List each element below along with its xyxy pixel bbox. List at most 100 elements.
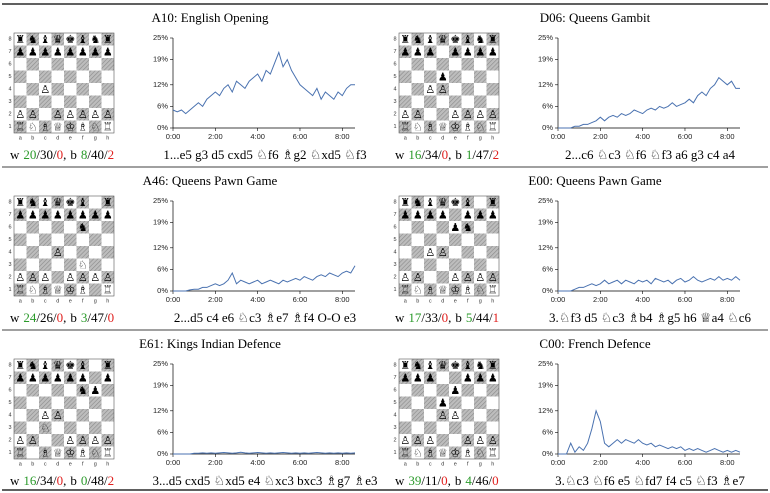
chess-piece: ♚ — [65, 196, 75, 209]
square — [14, 58, 27, 71]
square — [39, 58, 52, 71]
rank-label: 7 — [8, 49, 11, 55]
square — [461, 421, 474, 434]
rank-label: 6 — [8, 225, 11, 231]
square — [39, 233, 52, 246]
file-label: d — [56, 298, 59, 304]
chart-title: A46: Queens Pawn Game — [143, 173, 278, 188]
chess-piece: ♙ — [488, 271, 498, 284]
square — [436, 33, 449, 46]
chess-piece: ♚ — [65, 359, 75, 372]
rank-label: 7 — [393, 375, 396, 381]
loss-count: 0 — [441, 473, 448, 488]
square — [474, 409, 487, 422]
rank-label: 1 — [393, 450, 396, 456]
square — [39, 208, 52, 221]
square — [51, 120, 64, 133]
square — [26, 83, 39, 96]
file-label: e — [69, 461, 72, 467]
square — [411, 258, 424, 271]
file-label: f — [82, 298, 84, 304]
square — [89, 359, 102, 372]
y-tick-label: 12% — [538, 243, 553, 252]
chess-piece: ♙ — [450, 409, 460, 422]
chess-piece: ♙ — [65, 434, 75, 447]
file-label: h — [491, 135, 494, 141]
side-label: b — [70, 473, 77, 488]
x-tick-label: 0:00 — [166, 295, 181, 304]
move-sequence: 2...d5 c4 e6 ♘c3 ♗e7 ♗f4 O-O e3 — [174, 310, 356, 325]
y-tick-label: 6% — [542, 427, 553, 436]
draw-count: 30 — [40, 147, 53, 162]
chess-piece: ♙ — [463, 271, 473, 284]
chess-piece: ♟ — [475, 45, 485, 58]
square — [474, 283, 487, 296]
square — [436, 396, 449, 409]
square — [101, 359, 114, 372]
chess-piece: ♘ — [90, 120, 100, 133]
square — [26, 233, 39, 246]
square — [436, 371, 449, 384]
square — [101, 396, 114, 409]
chess-piece: ♟ — [90, 384, 100, 397]
square — [89, 58, 102, 71]
square — [424, 258, 437, 271]
chess-piece: ♙ — [15, 271, 25, 284]
square — [89, 233, 102, 246]
chess-piece: ♟ — [413, 208, 423, 221]
rank-label: 2 — [393, 275, 396, 281]
y-tick-label: 0% — [542, 286, 553, 295]
y-tick-label: 12% — [153, 243, 168, 252]
square — [411, 120, 424, 133]
draw-count: 46 — [476, 473, 490, 488]
chess-piece: ♜ — [15, 33, 25, 46]
square — [101, 258, 114, 271]
square — [399, 371, 412, 384]
stats-separator: / — [472, 310, 476, 325]
board-frame — [13, 195, 115, 297]
chess-piece: ♟ — [65, 208, 75, 221]
square — [26, 33, 39, 46]
square — [449, 271, 462, 284]
win-count: 24 — [23, 310, 37, 325]
square — [449, 120, 462, 133]
square — [51, 108, 64, 121]
series-line — [558, 275, 741, 292]
chess-piece: ♔ — [450, 120, 460, 133]
square — [89, 83, 102, 96]
y-tick-label: 6% — [157, 101, 168, 110]
square — [89, 70, 102, 83]
rank-label: 4 — [393, 413, 396, 419]
chess-piece: ♙ — [438, 246, 448, 259]
square — [76, 95, 89, 108]
square — [39, 258, 52, 271]
chess-piece: ♟ — [53, 371, 63, 384]
square — [76, 371, 89, 384]
chart-title: D06: Queens Gambit — [540, 10, 651, 25]
loss-count: 2 — [108, 473, 115, 488]
chess-piece: ♟ — [488, 371, 498, 384]
square — [51, 384, 64, 397]
stats-separator: / — [489, 147, 493, 162]
x-tick-label: 0:00 — [551, 458, 566, 467]
square — [411, 421, 424, 434]
file-label: f — [82, 461, 84, 467]
y-tick-label: 19% — [153, 381, 168, 390]
y-tick-label: 25% — [538, 33, 553, 42]
square — [411, 196, 424, 209]
square — [436, 95, 449, 108]
chess-piece: ♟ — [90, 45, 100, 58]
square — [461, 446, 474, 459]
square — [411, 208, 424, 221]
side-label: w — [395, 310, 405, 325]
square — [436, 233, 449, 246]
y-tick-label: 12% — [538, 80, 553, 89]
square — [461, 258, 474, 271]
square — [39, 409, 52, 422]
chess-piece: ♝ — [463, 33, 473, 46]
win-count: 1 — [466, 147, 473, 162]
square — [26, 45, 39, 58]
square — [64, 70, 77, 83]
square — [14, 384, 27, 397]
square — [461, 384, 474, 397]
